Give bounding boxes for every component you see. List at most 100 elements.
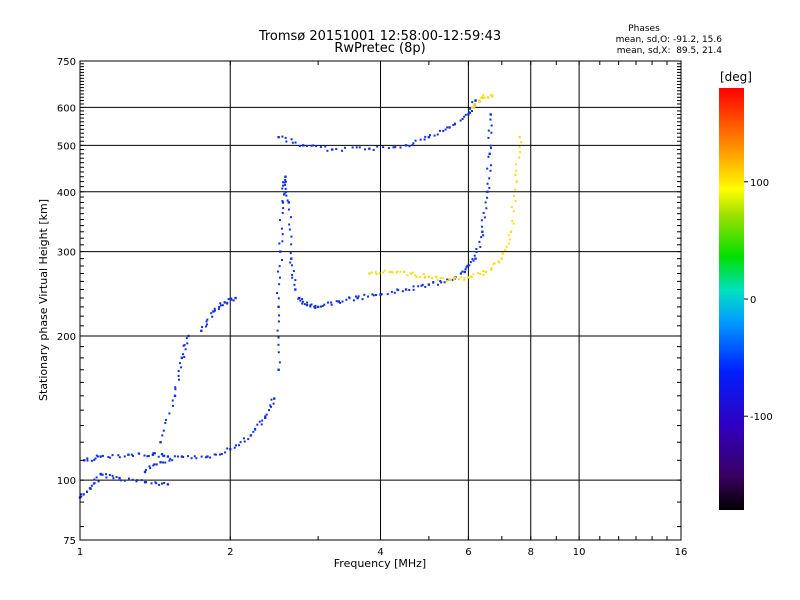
data-point [190,457,193,460]
data-point [411,271,414,274]
data-point [401,290,404,293]
x-tick-label: 8 [528,547,534,558]
data-point [480,219,483,222]
data-point [479,272,482,275]
data-point [219,304,222,307]
x-axis-label: Frequency [MHz] [334,557,426,570]
data-point [467,113,470,116]
data-point [489,169,492,172]
data-point [463,270,466,274]
data-point [386,293,389,296]
data-point [466,264,469,267]
data-point [234,296,237,300]
data-point [422,272,425,275]
data-point [404,144,408,147]
data-point [155,463,158,466]
data-point [277,135,280,139]
data-point [488,177,491,180]
data-point [281,201,285,204]
data-point [341,300,344,303]
data-point [459,119,462,122]
x-tick-label: 4 [377,547,383,558]
data-point [412,288,415,291]
data-point [513,195,516,198]
data-point [276,329,279,332]
data-point [166,455,170,458]
data-point [453,122,456,125]
data-point [485,271,488,274]
data-point [361,298,364,301]
data-point [366,295,369,298]
data-point [204,325,207,328]
data-point [399,270,402,273]
data-point [326,149,329,152]
data-point [86,459,89,462]
data-point [486,196,489,199]
data-point [490,124,493,127]
data-point [507,234,510,237]
data-point [467,276,470,279]
data-point [382,271,385,274]
data-point [277,336,280,339]
data-point [281,135,284,138]
data-point [485,207,488,210]
data-point [382,146,385,149]
colorbar-ticks: 100 0 -100 [744,178,773,423]
data-point [414,274,417,277]
data-point [482,93,485,96]
data-point [474,99,477,102]
data-point [284,187,287,190]
data-point [230,298,233,301]
data-point [388,271,391,274]
data-point [173,394,177,398]
data-point [299,299,302,302]
data-point [312,144,315,147]
data-point [480,96,483,99]
data-point [380,293,383,296]
data-point [432,281,435,284]
data-point [488,152,491,156]
data-point [223,301,226,304]
data-point [374,271,377,274]
data-point [390,290,393,293]
data-point [314,306,317,309]
data-point [294,288,297,291]
data-point [335,148,338,151]
data-point [281,240,284,243]
data-point [341,149,344,152]
data-point [504,248,507,251]
data-point [213,453,216,456]
data-point [151,453,155,456]
data-point [383,269,386,272]
data-point [269,404,272,407]
data-point [90,459,93,462]
y-tick-label: 500 [57,141,76,152]
data-point [289,252,292,255]
data-point [130,453,133,456]
y-tick-label: 300 [57,248,76,259]
data-point [108,473,111,476]
data-point [230,297,233,300]
data-point [243,440,246,443]
data-point [200,455,203,458]
data-point [284,180,287,183]
data-point [427,135,431,139]
data-point [444,128,447,131]
data-point [184,348,187,351]
data-point [82,493,85,496]
data-point [515,169,518,172]
data-point [90,484,93,487]
data-point [434,275,437,278]
data-point [498,261,501,264]
y-tick-label: 400 [57,188,76,199]
data-point [174,386,177,389]
data-point [424,285,427,288]
data-point [270,398,273,401]
data-point [409,272,412,275]
data-point [520,141,523,144]
data-point [315,145,318,148]
data-point [502,252,505,255]
data-point [454,276,457,279]
data-point [164,421,167,424]
data-point [408,145,411,148]
